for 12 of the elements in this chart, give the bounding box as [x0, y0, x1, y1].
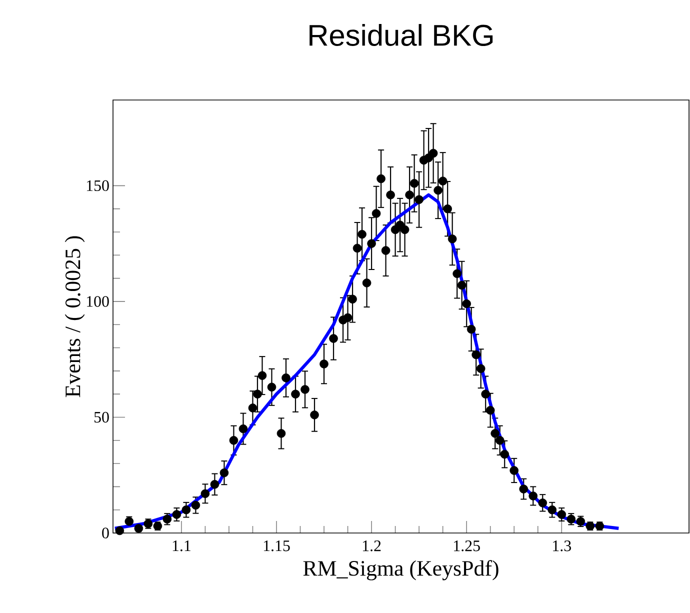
x-tick-label: 1.1	[172, 540, 190, 552]
y-tick-label: 50	[94, 412, 109, 423]
x-tick-label: 1.25	[454, 540, 480, 552]
y-tick-label: 0	[102, 528, 109, 538]
x-axis-title: RM_Sigma (KeysPdf)	[303, 560, 498, 580]
y-tick-label: 150	[86, 180, 109, 192]
x-tick-label: 1.3	[553, 540, 571, 552]
chart-title: Residual BKG	[310, 24, 493, 46]
x-tick-label: 1.2	[362, 540, 381, 552]
y-tick-label: 100	[86, 296, 109, 307]
y-axis-title: Events / ( 0.0025 )	[64, 236, 85, 398]
x-tick-label: 1.15	[264, 540, 290, 552]
